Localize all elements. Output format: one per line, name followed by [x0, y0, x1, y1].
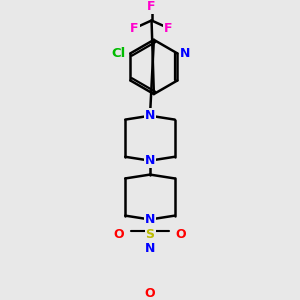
- Text: N: N: [145, 109, 155, 122]
- Text: F: F: [147, 0, 156, 13]
- Text: O: O: [114, 229, 124, 242]
- Text: N: N: [145, 213, 155, 226]
- Text: N: N: [180, 47, 190, 60]
- Text: O: O: [176, 229, 186, 242]
- Text: Cl: Cl: [111, 47, 125, 60]
- Text: S: S: [146, 229, 154, 242]
- Text: F: F: [164, 22, 173, 35]
- Text: N: N: [145, 154, 155, 167]
- Text: F: F: [130, 22, 139, 35]
- Text: N: N: [145, 242, 155, 255]
- Text: O: O: [145, 287, 155, 300]
